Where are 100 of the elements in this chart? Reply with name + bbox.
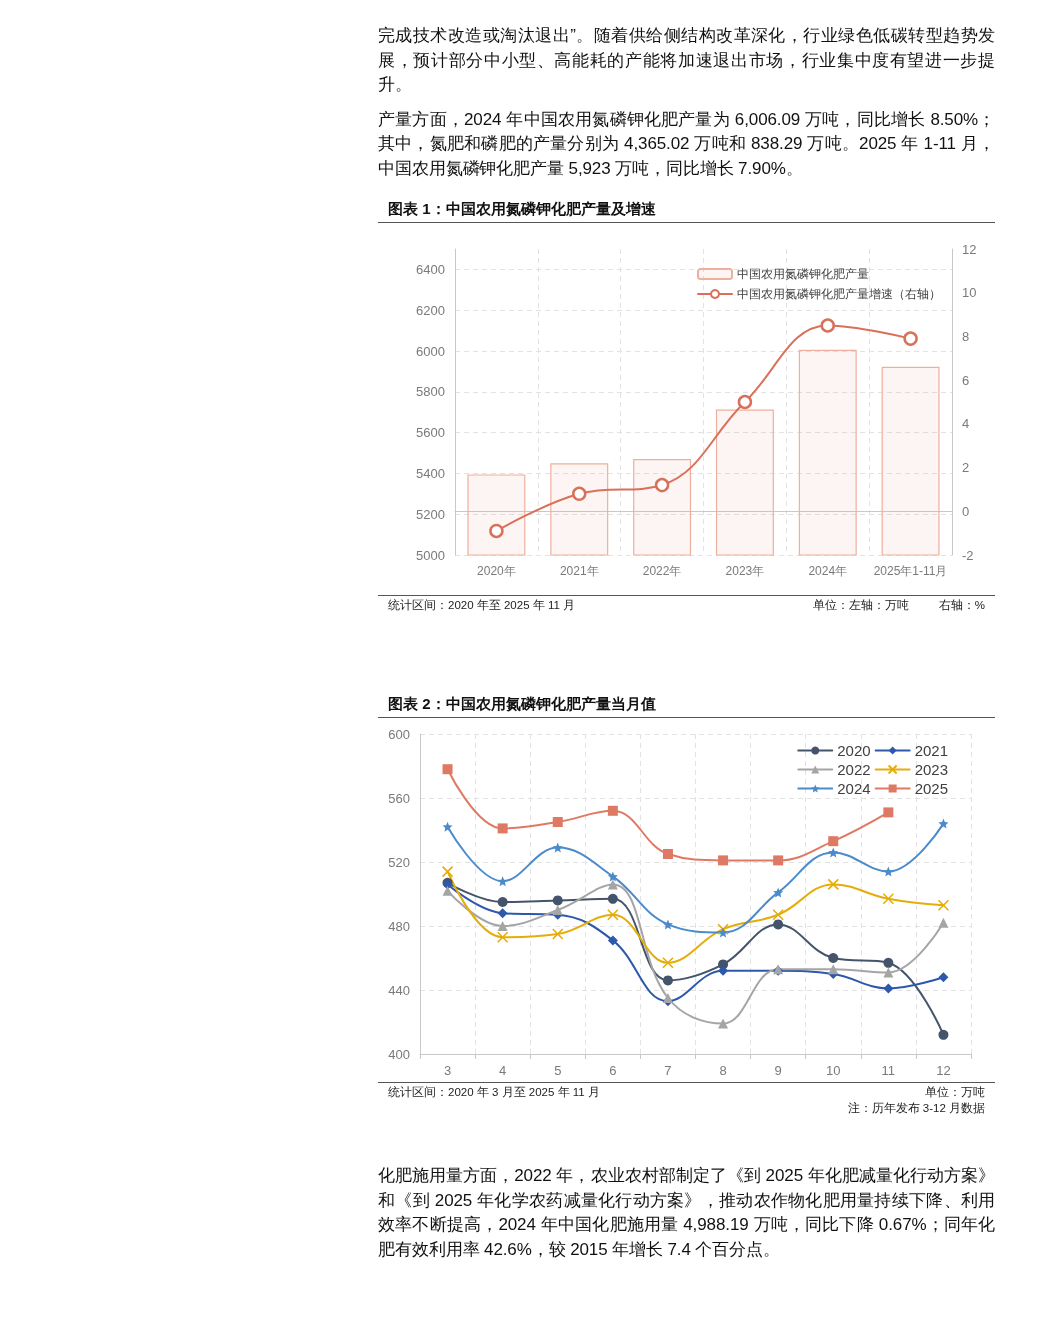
x-tick-label: 10 [826, 1063, 841, 1078]
point [883, 983, 894, 994]
point [938, 818, 949, 829]
x-tick-label: 2023年 [725, 564, 765, 578]
x-tick-label: 2020年 [477, 564, 516, 578]
point [607, 871, 618, 882]
point [828, 953, 839, 963]
text: 完成技术改造或淘汰退出”。随着供给侧结构改革深化，行业绿色低碳转型趋势发展，预计部分中小型、高能耗的产能将加速退出市场，行业集中度有望进一步提升。 [378, 26, 995, 94]
legend-label: 2022 [837, 761, 871, 778]
x-tick-label: 8 [719, 1063, 727, 1078]
point [552, 905, 563, 915]
legend-label: 2025 [914, 780, 949, 797]
x-tick-label: 2024年 [808, 564, 848, 578]
y-tick-label: 600 [388, 726, 410, 742]
text: 产量方面，2024 年中国农用氮磷钾化肥产量为 6,006.09 万吨，同比增长 8.50%；其中，氮肥和磷肥的产量分别为 4,365.02 万吨和 838.29 万吨。2025 年 1-11 月，中国农用氮磷钾化肥产量 5,923 万吨，同比增长 7.90%。 [378, 109, 995, 178]
point [607, 879, 618, 890]
point [496, 931, 509, 943]
x-tick-label: 7 [664, 1063, 672, 1078]
text: 统计区间：2020 年 3 月至 2025 年 11 月 [388, 1086, 600, 1098]
legend-label: 2021 [914, 742, 949, 759]
point [662, 993, 673, 1003]
point [828, 836, 839, 847]
x-tick-label: 12 [936, 1063, 951, 1078]
point [497, 897, 508, 907]
point [737, 394, 753, 410]
x-tick-label: 5 [554, 1063, 562, 1078]
text: 单位：万吨 [925, 1086, 985, 1098]
x-tick-label: 9 [774, 1063, 782, 1078]
x-tick-label: 6 [609, 1063, 617, 1078]
point [662, 975, 673, 986]
point [497, 921, 508, 931]
point [572, 486, 587, 502]
text: 单位：左轴：万吨 [812, 599, 909, 611]
y-tick-label: 5600 [416, 425, 445, 441]
y2-tick-label: 4 [962, 416, 970, 432]
point [883, 957, 894, 968]
point [497, 908, 508, 919]
point [551, 928, 564, 940]
point [552, 817, 563, 827]
point [773, 887, 784, 898]
y-tick-label: 440 [388, 982, 410, 998]
x-tick-label: 2022年 [642, 564, 682, 578]
y-tick-label: 6000 [416, 343, 445, 359]
point [883, 807, 894, 818]
chart-title: 图表 1：中国农用氮磷钾化肥产量及增速 [388, 200, 656, 217]
text: 右轴：% [938, 599, 985, 611]
y2-tick-label: 6 [962, 372, 970, 388]
point [552, 842, 563, 853]
point [883, 967, 894, 978]
point [607, 805, 618, 816]
point [883, 866, 894, 877]
legend-label: 中国农用氮磷钾化肥产量 [737, 267, 869, 281]
y-tick-label: 400 [388, 1046, 410, 1062]
y-tick-label: 5000 [416, 547, 445, 563]
y-tick-label: 560 [388, 790, 410, 806]
y-tick-label: 6400 [416, 261, 445, 277]
point [828, 964, 839, 975]
point [820, 318, 835, 333]
x-tick-label: 11 [881, 1063, 896, 1078]
text: 化肥施用量方面，2022 年，农业农村部制定了《到 2025 年化肥减量化行动方案》和《到 2025 年化学农药减量化行动方案》，推动农作物化肥用量持续下降、利用效率不断提高，2024 年中国化肥施用量 4,988.19 万吨，同比下降 0.67%；同年化肥有效利用率 42.6%，较 2015 年增长 7.4 个百分点。 [378, 1166, 995, 1259]
y-tick-label: 6200 [416, 302, 445, 318]
x-tick-label: 4 [499, 1063, 507, 1078]
point [552, 895, 563, 906]
point [828, 847, 839, 858]
y-tick-label: 480 [388, 918, 410, 934]
point [827, 878, 840, 891]
y2-tick-label: 10 [962, 285, 977, 301]
point [662, 957, 674, 969]
legend-label: 2023 [914, 761, 949, 778]
point [607, 935, 618, 946]
point [442, 821, 453, 832]
point [772, 909, 784, 921]
point [937, 899, 950, 911]
y-tick-label: 5400 [416, 465, 445, 481]
point [718, 965, 729, 976]
text: 注：历年发布 3-12 月数据 [847, 1102, 985, 1114]
legend-label: 2024 [837, 780, 871, 797]
point [718, 1018, 729, 1029]
y2-tick-label: -2 [962, 547, 974, 563]
x-tick-label: 2025年1-11月 [873, 564, 948, 578]
y2-tick-label: 8 [962, 328, 970, 344]
point [607, 909, 619, 921]
point [497, 823, 508, 834]
y2-tick-label: 2 [962, 460, 970, 476]
point [938, 917, 949, 928]
point [773, 919, 784, 930]
y-tick-label: 5200 [416, 506, 445, 522]
point [938, 972, 949, 983]
x-tick-label: 3 [443, 1063, 452, 1078]
point [662, 919, 673, 930]
y-tick-label: 520 [388, 854, 410, 870]
point [662, 849, 673, 859]
point [442, 764, 453, 775]
point [718, 855, 729, 866]
point [654, 477, 670, 493]
y2-tick-label: 0 [962, 503, 970, 519]
point [773, 855, 784, 866]
point [489, 523, 504, 539]
y-tick-label: 5800 [416, 384, 445, 400]
legend-label: 中国农用氮磷钾化肥产量增速（右轴） [737, 287, 941, 301]
